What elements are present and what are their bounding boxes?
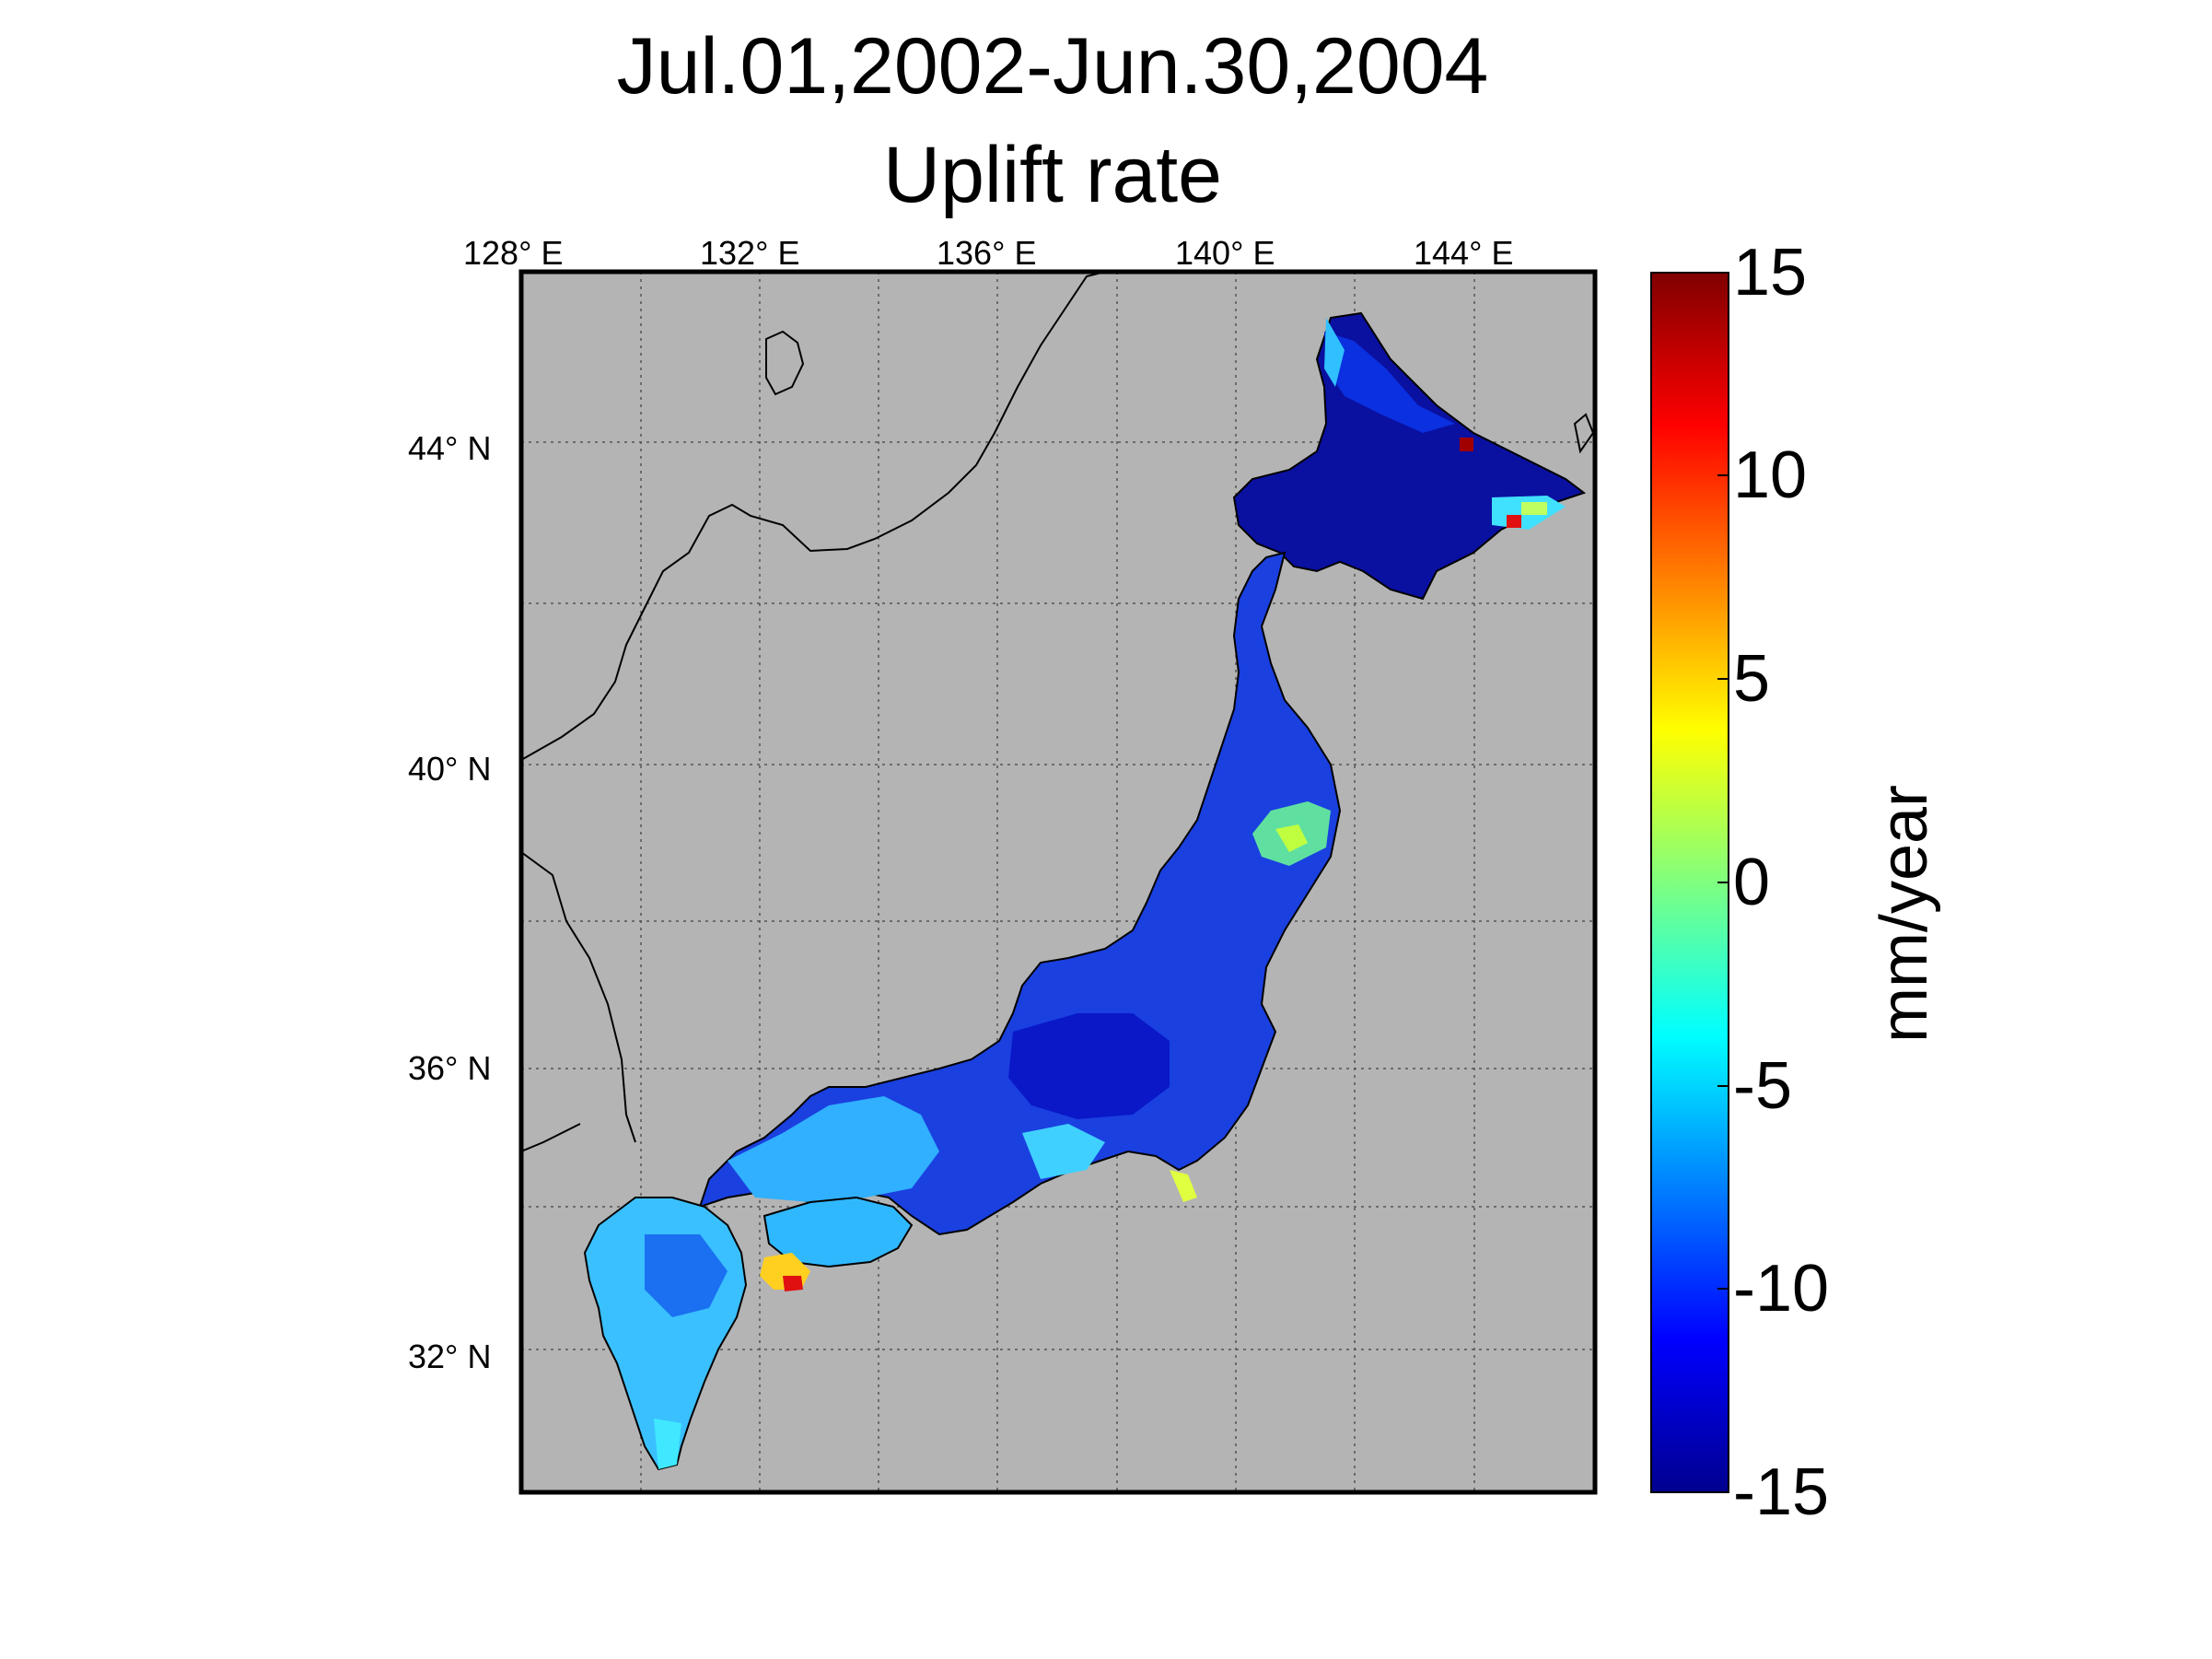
nemuro-green-mark — [1521, 502, 1547, 515]
south-kyushu — [654, 1419, 681, 1469]
nemuro-hotspot-mark — [1507, 515, 1521, 528]
colorbar-ticks — [1717, 272, 1729, 1493]
colorbar-tick-label: 10 — [1733, 438, 1808, 512]
map-title: Jul.01,2002-Jun.30,2004 — [616, 22, 1489, 111]
lat-tick-label: 44° N — [408, 429, 492, 467]
korea-south-coastline — [521, 1123, 581, 1152]
colorbar-tick-label: -15 — [1733, 1455, 1830, 1529]
colorbar-tick-label: 15 — [1733, 236, 1808, 310]
tokai-area — [1022, 1124, 1105, 1179]
lat-tick-label: 36° N — [408, 1049, 492, 1087]
lon-tick-label: 136° E — [937, 234, 1037, 272]
izu-hotspot — [1170, 1170, 1197, 1202]
lat-tick-label: 40° N — [408, 750, 492, 788]
hokkaido-north — [1324, 332, 1455, 433]
mainland-coastline — [521, 272, 1106, 761]
colorbar — [1650, 272, 1729, 1493]
colorbar-units-label: mm/year — [1868, 784, 1941, 1044]
colorbar-tick-label: -10 — [1733, 1252, 1830, 1326]
hokkaido-northwest — [1324, 318, 1345, 387]
korea-coastline — [521, 851, 636, 1143]
kushiro-hotspot-mark — [1460, 438, 1473, 451]
lon-tick-label: 132° E — [700, 234, 800, 272]
lon-tick-label: 140° E — [1175, 234, 1275, 272]
lat-tick-label: 32° N — [408, 1338, 492, 1375]
ulleung-island — [765, 330, 805, 396]
chugoku-area — [728, 1096, 939, 1202]
miyagi-peak — [1275, 824, 1308, 852]
central-honshu — [1008, 1013, 1170, 1119]
lon-tick-label: 128° E — [463, 234, 564, 272]
kyushu-center — [645, 1234, 728, 1317]
hokkaido-land — [1232, 311, 1587, 601]
map-subtitle: Uplift rate — [882, 131, 1223, 219]
map-frame — [518, 269, 1598, 1495]
lon-tick-label: 144° E — [1414, 234, 1514, 272]
colorbar-tick-label: -5 — [1733, 1049, 1793, 1123]
colorbar-tick-label: 5 — [1733, 642, 1771, 716]
miyazaki-peak — [783, 1276, 803, 1291]
colorbar-tick-label: 0 — [1733, 846, 1771, 919]
